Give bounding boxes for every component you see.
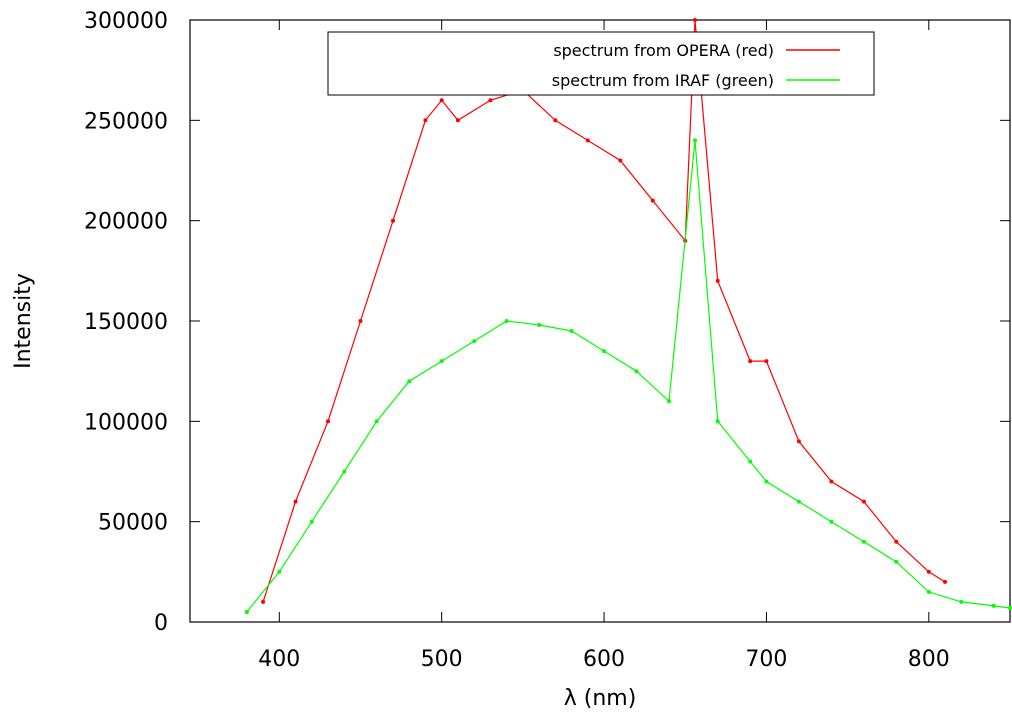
x-tick-label: 700 xyxy=(745,647,787,672)
data-point-opera xyxy=(423,118,428,123)
data-point-opera xyxy=(439,98,444,103)
y-tick-label: 200000 xyxy=(84,210,168,235)
data-point-iraf xyxy=(439,359,444,364)
data-point-opera xyxy=(748,359,753,364)
data-point-opera xyxy=(650,198,655,203)
data-point-iraf xyxy=(504,319,509,323)
data-point-iraf xyxy=(374,419,379,424)
data-point-iraf xyxy=(667,399,671,404)
data-point-opera xyxy=(326,419,330,424)
legend: spectrum from OPERA (red) spectrum from … xyxy=(327,31,875,96)
x-tick-label: 500 xyxy=(421,647,463,672)
data-point-iraf xyxy=(309,519,314,524)
data-point-opera xyxy=(293,499,298,504)
series-layer xyxy=(244,18,1012,614)
data-point-opera xyxy=(488,98,493,103)
data-point-iraf xyxy=(926,589,931,594)
data-point-iraf xyxy=(537,323,542,327)
data-point-opera xyxy=(796,439,801,444)
legend-label-iraf: spectrum from IRAF (green) xyxy=(552,71,774,90)
y-tick-label: 50000 xyxy=(98,511,168,536)
data-point-opera xyxy=(861,499,866,504)
x-tick-label: 800 xyxy=(908,647,950,672)
series-line-iraf xyxy=(246,140,1011,613)
data-point-iraf xyxy=(602,349,607,354)
y-tick-label: 250000 xyxy=(84,109,168,134)
data-point-iraf xyxy=(1008,606,1012,610)
data-point-iraf xyxy=(894,559,899,564)
data-point-opera xyxy=(715,278,720,283)
y-axis-label: Intensity xyxy=(11,273,36,369)
y-tick-label: 300000 xyxy=(84,9,168,34)
x-tick-label: 600 xyxy=(583,647,625,672)
data-point-iraf xyxy=(991,603,996,608)
data-point-iraf xyxy=(764,479,769,484)
data-point-iraf xyxy=(829,519,834,524)
data-point-iraf xyxy=(342,469,347,474)
plot-frame xyxy=(189,19,1011,623)
y-ticks: 0 50000 100000 150000 200000 250000 300000 xyxy=(84,9,1010,636)
data-point-opera xyxy=(261,599,266,604)
data-point-opera xyxy=(926,569,931,574)
data-point-opera xyxy=(358,319,363,323)
data-point-opera xyxy=(455,118,460,123)
data-point-iraf xyxy=(634,369,639,374)
x-tick-label: 400 xyxy=(258,647,300,672)
data-point-opera xyxy=(764,359,769,364)
y-tick-label: 150000 xyxy=(84,310,168,335)
data-point-iraf xyxy=(959,599,964,604)
legend-label-opera: spectrum from OPERA (red) xyxy=(553,41,774,60)
data-point-iraf xyxy=(715,419,720,424)
data-point-iraf xyxy=(693,138,697,143)
y-tick-label: 100000 xyxy=(84,410,168,435)
data-point-iraf xyxy=(472,339,477,344)
data-point-opera xyxy=(943,579,947,584)
series-line-opera xyxy=(262,19,946,603)
data-point-opera xyxy=(693,18,697,22)
data-point-opera xyxy=(553,118,558,123)
x-axis-label: λ (nm) xyxy=(564,686,637,711)
data-point-iraf xyxy=(861,539,866,544)
data-point-opera xyxy=(391,218,395,223)
data-point-opera xyxy=(618,158,623,163)
data-point-opera xyxy=(894,539,899,544)
data-point-iraf xyxy=(244,610,249,614)
data-point-iraf xyxy=(796,499,801,504)
data-point-opera xyxy=(829,479,834,484)
y-tick-label: 0 xyxy=(154,611,168,636)
data-point-iraf xyxy=(277,569,282,574)
data-point-iraf xyxy=(569,329,574,333)
legend-box xyxy=(327,31,875,96)
data-point-iraf xyxy=(407,379,412,384)
data-point-opera xyxy=(585,138,590,143)
x-ticks: 400 500 600 700 800 xyxy=(258,20,950,672)
data-point-iraf xyxy=(748,459,753,464)
